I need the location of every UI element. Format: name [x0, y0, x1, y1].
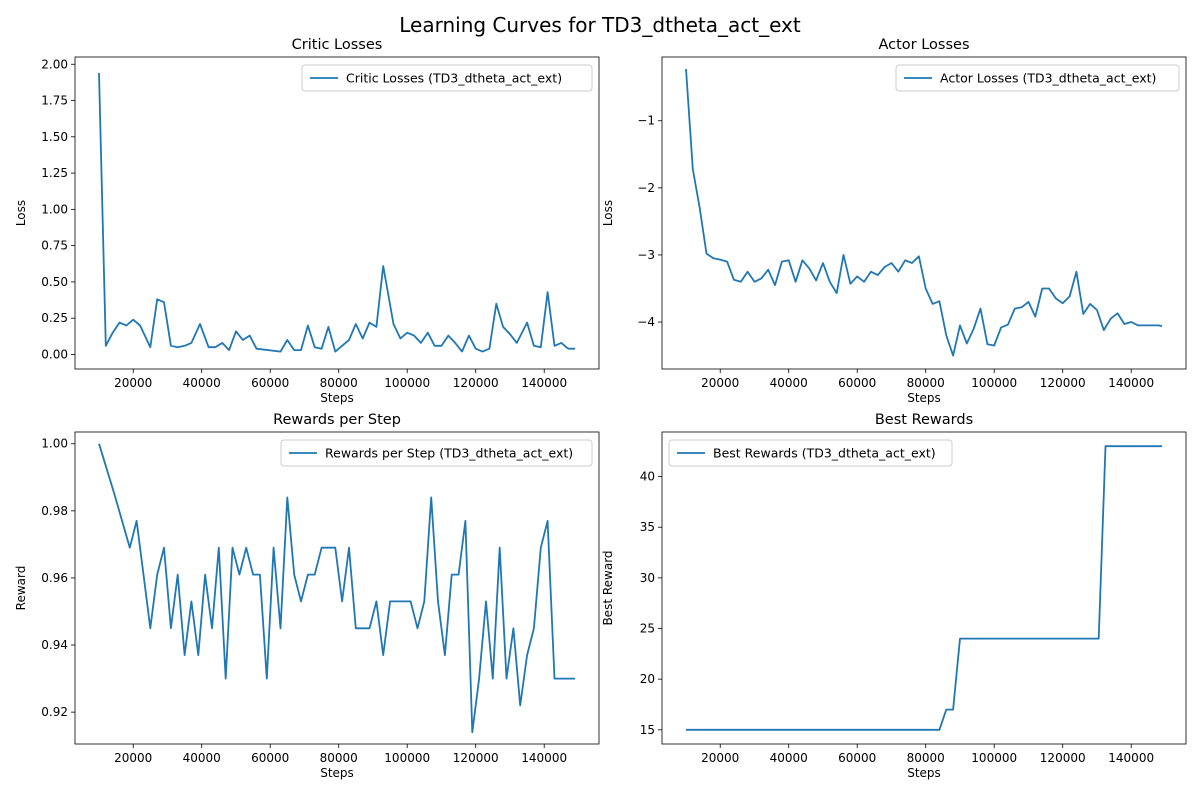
figure-title: Learning Curves for TD3_dtheta_act_ext	[399, 13, 801, 37]
x-tick-label: 140000	[521, 751, 567, 765]
y-tick-label: 20	[640, 672, 655, 686]
x-tick-label: 20000	[114, 751, 152, 765]
x-tick-label: 60000	[251, 751, 289, 765]
subplot-title: Best Rewards	[875, 412, 973, 428]
y-axis-label: Loss	[601, 200, 615, 226]
axes-frame	[661, 431, 1187, 745]
subplot-1: Critic Losses 20000 40000 60000 80000 100000 1…	[14, 37, 600, 405]
y-tick-label: −4	[637, 315, 655, 329]
x-tick-label: 20000	[701, 376, 739, 390]
axes-frame	[74, 431, 600, 745]
legend-label: Rewards per Step (TD3_dtheta_act_ext)	[325, 446, 573, 461]
y-tick-label: 0.96	[41, 571, 68, 585]
y-tick-label: 0.50	[41, 275, 68, 289]
y-tick-label: 0.92	[41, 705, 68, 719]
axes-frame	[661, 56, 1187, 370]
y-tick-label: 0.94	[41, 638, 68, 652]
legend-label: Actor Losses (TD3_dtheta_act_ext)	[940, 71, 1156, 86]
subplot-4: Best Rewards 20000 40000 60000 80000 100000 12…	[601, 412, 1187, 780]
x-tick-label: 40000	[770, 751, 808, 765]
y-tick-label: 1.75	[41, 94, 68, 108]
legend: Critic Losses (TD3_dtheta_act_ext)	[301, 64, 593, 92]
x-axis-label: Steps	[907, 391, 941, 405]
y-tick-label: 2.00	[41, 57, 68, 71]
x-axis-label: Steps	[320, 766, 354, 780]
x-tick-label: 20000	[114, 376, 152, 390]
subplot-3: Rewards per Step 20000 40000 60000 80000 1000…	[14, 412, 600, 780]
x-tick-label: 120000	[453, 376, 499, 390]
legend-box	[301, 64, 593, 92]
subplot-title: Rewards per Step	[273, 412, 401, 428]
x-tick-label: 80000	[320, 376, 358, 390]
y-tick-label: 0.25	[41, 311, 68, 325]
x-tick-label: 100000	[384, 376, 430, 390]
y-tick-label: 0.00	[41, 347, 68, 361]
y-tick-label: 1.50	[41, 130, 68, 144]
legend-box	[668, 439, 953, 467]
y-tick-label: 35	[640, 520, 655, 534]
y-axis-label: Reward	[14, 566, 28, 611]
y-tick-label: −3	[637, 248, 655, 262]
x-tick-label: 120000	[1040, 376, 1086, 390]
subplot-2: Actor Losses 20000 40000 60000 80000 100000 12…	[601, 37, 1187, 405]
x-tick-label: 60000	[251, 376, 289, 390]
x-axis-label: Steps	[320, 391, 354, 405]
y-axis-label: Best Reward	[601, 550, 615, 625]
x-tick-label: 100000	[971, 376, 1017, 390]
x-tick-label: 40000	[770, 376, 808, 390]
x-axis-label: Steps	[907, 766, 941, 780]
x-tick-label: 140000	[1108, 376, 1154, 390]
x-tick-label: 120000	[453, 751, 499, 765]
legend: Rewards per Step (TD3_dtheta_act_ext)	[280, 439, 593, 467]
x-tick-label: 60000	[838, 376, 876, 390]
y-tick-label: 1.00	[41, 202, 68, 216]
legend-label: Best Rewards (TD3_dtheta_act_ext)	[713, 446, 936, 461]
series-line	[98, 443, 575, 734]
x-tick-label: 40000	[183, 376, 221, 390]
legend-box	[280, 439, 593, 467]
y-tick-label: 30	[640, 571, 655, 585]
legend: Actor Losses (TD3_dtheta_act_ext)	[895, 64, 1180, 92]
legend-label: Critic Losses (TD3_dtheta_act_ext)	[346, 71, 562, 86]
y-tick-label: 1.25	[41, 166, 68, 180]
x-tick-label: 140000	[1108, 751, 1154, 765]
series-line	[98, 72, 575, 353]
subplot-title: Critic Losses	[292, 37, 383, 53]
x-tick-label: 20000	[701, 751, 739, 765]
y-tick-label: 40	[640, 470, 655, 484]
subplot-title: Actor Losses	[878, 37, 969, 53]
x-tick-label: 80000	[320, 751, 358, 765]
series-line	[685, 69, 1163, 357]
y-tick-label: 0.98	[41, 504, 68, 518]
x-tick-label: 100000	[971, 751, 1017, 765]
y-tick-label: −1	[637, 114, 655, 128]
x-tick-label: 40000	[183, 751, 221, 765]
series-line	[686, 445, 1162, 731]
x-tick-label: 80000	[907, 751, 945, 765]
x-tick-label: 140000	[521, 376, 567, 390]
x-tick-label: 60000	[838, 751, 876, 765]
y-tick-label: 15	[640, 723, 655, 737]
axes-frame	[74, 56, 600, 370]
y-tick-label: 25	[640, 622, 655, 636]
y-tick-label: −2	[637, 181, 655, 195]
y-tick-label: 0.75	[41, 239, 68, 253]
legend: Best Rewards (TD3_dtheta_act_ext)	[668, 439, 953, 467]
x-tick-label: 100000	[384, 751, 430, 765]
y-tick-label: 1.00	[41, 437, 68, 451]
x-tick-label: 80000	[907, 376, 945, 390]
legend-box	[895, 64, 1180, 92]
x-tick-label: 120000	[1040, 751, 1086, 765]
y-axis-label: Loss	[14, 200, 28, 226]
